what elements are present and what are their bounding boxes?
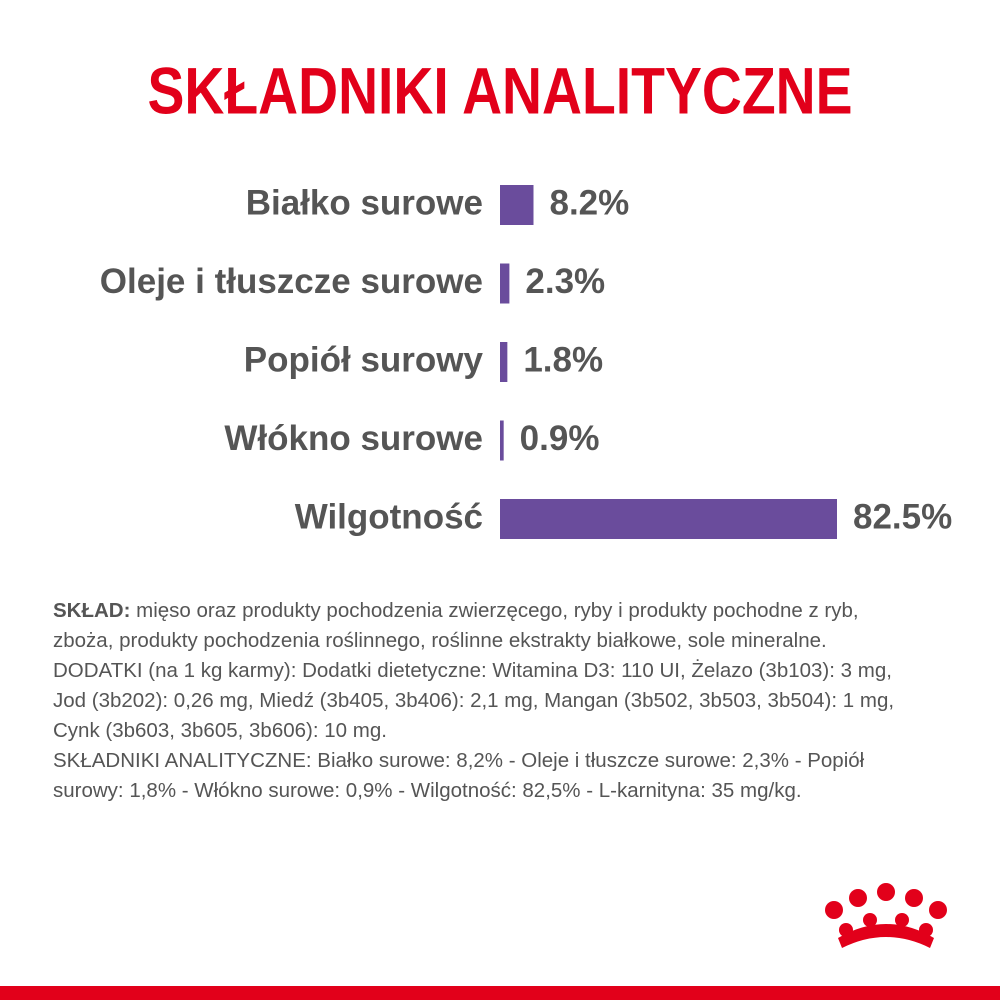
composition-text: mięso oraz produkty pochodzenia zwierzęc…: [53, 599, 859, 652]
category-label: Włókno surowe: [224, 419, 483, 458]
category-label: Oleje i tłuszcze surowe: [100, 262, 483, 301]
additives: DODATKI (na 1 kg karmy): Dodatki dietety…: [53, 659, 895, 742]
composition-label: SKŁAD:: [53, 599, 131, 622]
value-label: 8.2%: [549, 183, 629, 222]
category-label: Wilgotność: [295, 497, 483, 536]
bar: [500, 342, 508, 382]
value-label: 2.3%: [525, 262, 605, 301]
bar: [500, 420, 504, 461]
logo: [825, 883, 947, 948]
category-label: Popiół surowy: [244, 340, 484, 379]
bar: [500, 263, 510, 304]
chart-title: SKŁADNIKI ANALITYCZNE: [148, 53, 853, 127]
composition-paragraph: SKŁAD: mięso oraz produkty pochodzenia z…: [53, 596, 913, 656]
analytical: SKŁADNIKI ANALITYCZNE: Białko surowe: 8,…: [53, 749, 865, 802]
category-label: Białko surowe: [246, 183, 483, 222]
bar: [500, 499, 837, 539]
value-label: 0.9%: [520, 419, 600, 458]
value-label: 1.8%: [523, 340, 603, 379]
footer-band: [0, 986, 1000, 1000]
value-label: 82.5%: [853, 497, 952, 536]
composition: SKŁAD: mięso oraz produkty pochodzenia z…: [53, 596, 913, 806]
bar: [500, 185, 534, 225]
